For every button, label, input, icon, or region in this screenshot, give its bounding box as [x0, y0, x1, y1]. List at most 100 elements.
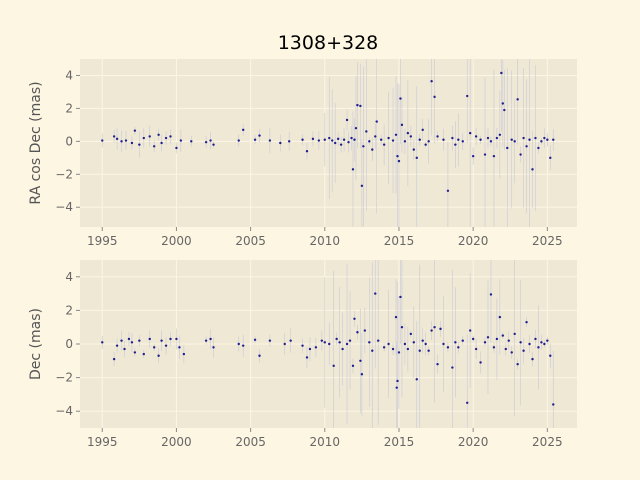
data-point: [436, 135, 439, 138]
data-point: [421, 339, 424, 342]
data-point: [101, 341, 104, 344]
data-point: [418, 349, 421, 352]
data-point: [342, 138, 346, 141]
data-point: [406, 347, 410, 351]
data-point: [486, 336, 490, 339]
data-point: [323, 138, 326, 141]
data-point: [359, 104, 362, 108]
x-tick-label: 2010: [310, 435, 341, 449]
x-tick-label: 2000: [161, 234, 192, 248]
data-point: [451, 136, 454, 140]
y-tick-label: −2: [55, 371, 73, 385]
y-tick-label: −4: [55, 404, 73, 418]
data-point: [519, 153, 522, 156]
data-point: [522, 136, 525, 140]
data-point: [534, 337, 537, 341]
data-points: [101, 71, 555, 192]
data-point: [142, 352, 145, 356]
data-point: [506, 146, 509, 150]
data-point: [253, 338, 257, 341]
data-point: [474, 347, 478, 351]
data-point: [268, 139, 272, 142]
data-points: [101, 292, 555, 406]
data-point: [489, 293, 493, 296]
data-point: [258, 134, 261, 137]
data-point: [492, 346, 496, 349]
data-point: [430, 329, 433, 332]
y-tick-label: 4: [65, 68, 73, 82]
data-point: [332, 364, 335, 368]
x-tick-label: 2000: [161, 435, 192, 449]
data-point: [148, 337, 151, 341]
data-point: [424, 143, 427, 146]
data-point: [382, 143, 386, 146]
data-point: [549, 354, 552, 357]
data-point: [543, 342, 546, 346]
data-point: [471, 337, 475, 341]
data-point: [112, 357, 116, 361]
data-point: [503, 108, 506, 112]
data-point: [179, 139, 183, 142]
data-point: [461, 140, 464, 143]
data-point: [164, 344, 168, 347]
data-point: [152, 145, 156, 148]
data-point: [457, 346, 460, 349]
data-point: [258, 354, 261, 357]
data-point: [164, 136, 168, 140]
data-point: [157, 354, 160, 357]
data-point: [360, 184, 364, 188]
x-tick-label: 2015: [384, 234, 415, 248]
data-point: [540, 341, 543, 344]
data-point: [320, 339, 324, 342]
ra-panel: 1995 2000 2005 2010 2015 2020 2025 −4 −2 0 2 4 RA co…: [28, 59, 577, 248]
data-point: [486, 136, 490, 140]
data-point: [130, 341, 134, 344]
data-point: [510, 351, 513, 354]
data-point: [468, 329, 472, 332]
data-point: [516, 362, 519, 366]
data-point: [142, 136, 145, 140]
data-point: [375, 120, 378, 123]
data-point: [374, 292, 377, 295]
data-point: [368, 140, 371, 143]
data-point: [115, 344, 119, 347]
data-point: [421, 128, 424, 132]
data-point: [446, 346, 450, 349]
data-point: [138, 143, 141, 146]
data-point: [133, 351, 137, 354]
y-tick-label: 2: [65, 303, 73, 317]
data-point: [540, 140, 543, 143]
data-point: [241, 128, 245, 132]
data-point: [549, 156, 552, 160]
y-tick-label: 0: [65, 134, 73, 148]
data-point: [399, 295, 402, 299]
data-point: [308, 347, 312, 351]
data-point: [204, 140, 208, 144]
data-point: [430, 80, 433, 83]
data-point: [356, 103, 359, 107]
y-tick-label: 0: [65, 337, 73, 351]
x-tick-label: 2010: [310, 234, 341, 248]
data-point: [377, 339, 380, 342]
data-point: [120, 339, 123, 342]
data-point: [500, 71, 503, 75]
data-point: [418, 138, 421, 141]
data-point: [351, 168, 355, 171]
data-point: [468, 131, 472, 135]
data-point: [347, 140, 350, 144]
data-point: [336, 137, 340, 141]
data-point: [124, 139, 128, 142]
data-point: [446, 189, 450, 192]
data-point: [516, 98, 519, 101]
data-point: [498, 315, 502, 319]
data-point: [528, 342, 531, 346]
data-point: [123, 347, 126, 351]
data-point: [301, 138, 304, 141]
data-point: [345, 118, 349, 122]
data-point: [354, 126, 358, 130]
data-point: [204, 339, 208, 342]
plot-area: [80, 59, 577, 227]
data-point: [353, 138, 356, 141]
data-point: [394, 315, 398, 319]
data-point: [253, 138, 257, 141]
